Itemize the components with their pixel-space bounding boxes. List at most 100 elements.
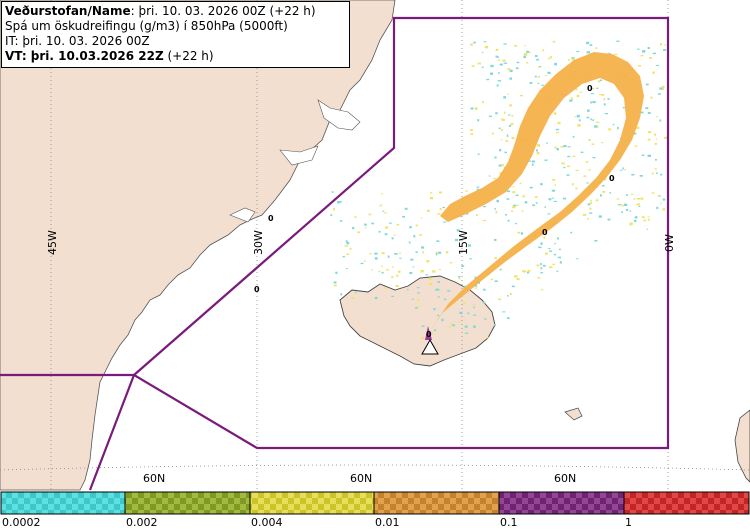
ash-speck [538, 246, 542, 249]
ash-speck [339, 201, 342, 203]
ash-speck [531, 163, 534, 166]
ash-speck [435, 288, 439, 291]
ash-speck [498, 298, 502, 301]
ash-speck [437, 314, 439, 317]
ash-speck [494, 257, 497, 259]
ash-speck [520, 232, 524, 235]
ash-speck [397, 270, 401, 273]
ash-speck [583, 175, 587, 177]
ash-speck [515, 67, 519, 70]
ash-speck [640, 197, 644, 200]
ash-speck [592, 119, 595, 121]
ash-speck [386, 269, 390, 271]
contour-zero-label: 0 [609, 174, 615, 183]
ash-speck [333, 281, 337, 284]
ash-speck [507, 68, 511, 71]
ash-speck [391, 276, 394, 278]
ash-speck [566, 174, 570, 176]
ash-speck [514, 275, 518, 278]
ash-speck [595, 87, 599, 89]
ash-speck [663, 49, 667, 51]
legend-label: 0.002 [126, 516, 158, 529]
ash-speck [647, 138, 651, 141]
contour-zero-label: 0 [542, 228, 548, 237]
ash-speck [595, 199, 599, 202]
ash-plume [428, 52, 644, 335]
ash-speck [590, 93, 594, 95]
ash-speck [426, 209, 430, 212]
ash-speck [504, 111, 506, 115]
ash-speck [526, 61, 529, 64]
legend-label: 0.004 [251, 516, 283, 529]
lat-label-60n: 60N [554, 472, 576, 485]
ash-speck [576, 258, 579, 260]
ash-speck [586, 116, 590, 119]
ash-speck [473, 306, 475, 309]
ash-speck [553, 112, 557, 115]
ash-speck [594, 240, 598, 242]
ash-speck [482, 301, 486, 304]
ash-speck [466, 213, 469, 215]
ash-speck [552, 263, 556, 265]
ash-speck [536, 58, 539, 61]
ash-speck [664, 136, 668, 139]
ash-speck [342, 255, 345, 258]
ash-speck [417, 292, 421, 294]
ash-speck [331, 191, 334, 193]
ash-speck [442, 206, 445, 209]
ash-speck [586, 182, 589, 184]
ash-speck [337, 201, 341, 204]
ash-speck [589, 202, 593, 204]
ash-speck [473, 314, 477, 316]
ash-speck [609, 192, 611, 194]
legend-label: 1 [625, 516, 632, 529]
ash-speck [603, 98, 606, 101]
ash-speck [596, 121, 600, 123]
ash-speck [641, 216, 645, 219]
ash-speck [469, 258, 472, 260]
ash-speck [352, 226, 355, 230]
ash-speck [529, 82, 533, 84]
ash-speck [391, 237, 394, 240]
ash-speck [569, 99, 573, 102]
ash-speck [589, 212, 593, 214]
ash-speck [658, 195, 661, 197]
ash-speck [522, 195, 525, 198]
ash-speck [460, 215, 462, 218]
ash-speck [535, 55, 538, 57]
ash-speck [548, 57, 550, 60]
ash-speck [501, 118, 505, 121]
ash-speck [417, 306, 421, 308]
ash-speck [586, 41, 590, 45]
contour-zero-label: 0 [426, 330, 432, 339]
ash-speck [590, 200, 592, 202]
ash-speck [621, 211, 624, 213]
ash-speck [449, 262, 453, 264]
ash-speck [660, 173, 663, 176]
ash-speck [616, 40, 620, 42]
ash-speck [570, 97, 573, 100]
ash-speck [477, 62, 481, 65]
ash-speck [574, 116, 577, 118]
ash-speck [355, 291, 357, 294]
ash-speck [509, 104, 512, 107]
ash-speck [527, 271, 530, 274]
ash-speck [616, 198, 620, 200]
ash-speck [391, 266, 394, 268]
ash-speck [602, 191, 606, 193]
ash-speck [416, 287, 420, 289]
ash-speck [646, 228, 649, 230]
ash-speck [497, 80, 501, 82]
ash-speck [511, 210, 514, 212]
ash-speck [494, 156, 497, 159]
forecast-region-outline [132, 16, 670, 450]
ash-speck [634, 219, 637, 222]
ash-speck [521, 210, 524, 212]
ash-speck [549, 250, 553, 252]
ash-speck [482, 219, 487, 222]
ash-speck [371, 222, 374, 225]
contour-zero-label: 0 [268, 214, 274, 223]
ash-speck [364, 227, 367, 229]
ash-speck [595, 47, 598, 49]
title-line-valid-time: VT: þri. 10.03.2026 22Z (+22 h) [5, 49, 345, 64]
